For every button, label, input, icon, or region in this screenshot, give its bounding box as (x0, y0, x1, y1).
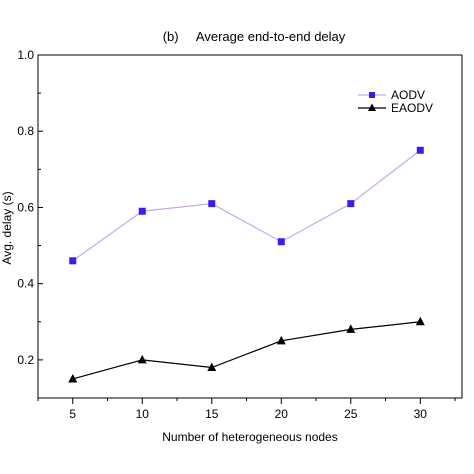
legend-label-eaodv: EAODV (391, 101, 433, 115)
y-tick-label: 0.2 (17, 353, 34, 367)
legend-label-aodv: AODV (391, 88, 425, 102)
x-axis-label: Number of heterogeneous nodes (162, 430, 337, 444)
aodv-point (277, 238, 285, 246)
eaodv-point (415, 316, 425, 326)
plot-frame (37, 54, 463, 399)
x-tick-label: 10 (136, 407, 150, 421)
x-tick-label: 30 (414, 407, 428, 421)
eaodv-point (346, 324, 356, 333)
x-axis: 5 10 15 20 25 30 (37, 398, 456, 421)
aodv-point (208, 200, 216, 208)
aodv-line (72, 149, 421, 262)
aodv-point (69, 257, 77, 265)
legend-marker-aodv (369, 92, 375, 98)
aodv-point (138, 207, 146, 215)
eaodv-line (72, 321, 421, 380)
x-tick-label: 5 (69, 407, 76, 421)
x-tick-label: 15 (205, 407, 219, 421)
y-axis-label: Avg. delay (s) (0, 191, 14, 264)
x-tick-label: 25 (344, 407, 358, 421)
y-tick-label: 0.4 (17, 277, 34, 291)
y-tick-label: 0.6 (17, 200, 34, 214)
chart-title: (b) Average end-to-end delay (163, 29, 346, 44)
eaodv-point (276, 335, 286, 345)
aodv-point (347, 200, 355, 208)
eaodv-point (68, 373, 78, 383)
y-axis: 0.2 0.4 0.6 0.8 1.0 (17, 48, 43, 399)
eaodv-point (137, 354, 147, 364)
x-tick-label: 20 (275, 407, 289, 421)
aodv-point (416, 146, 424, 154)
eaodv-point (207, 362, 217, 372)
legend-marker-eaodv (368, 103, 376, 111)
y-tick-label: 0.8 (17, 124, 34, 138)
y-tick-label: 1.0 (17, 48, 34, 62)
series-layer (68, 146, 425, 383)
